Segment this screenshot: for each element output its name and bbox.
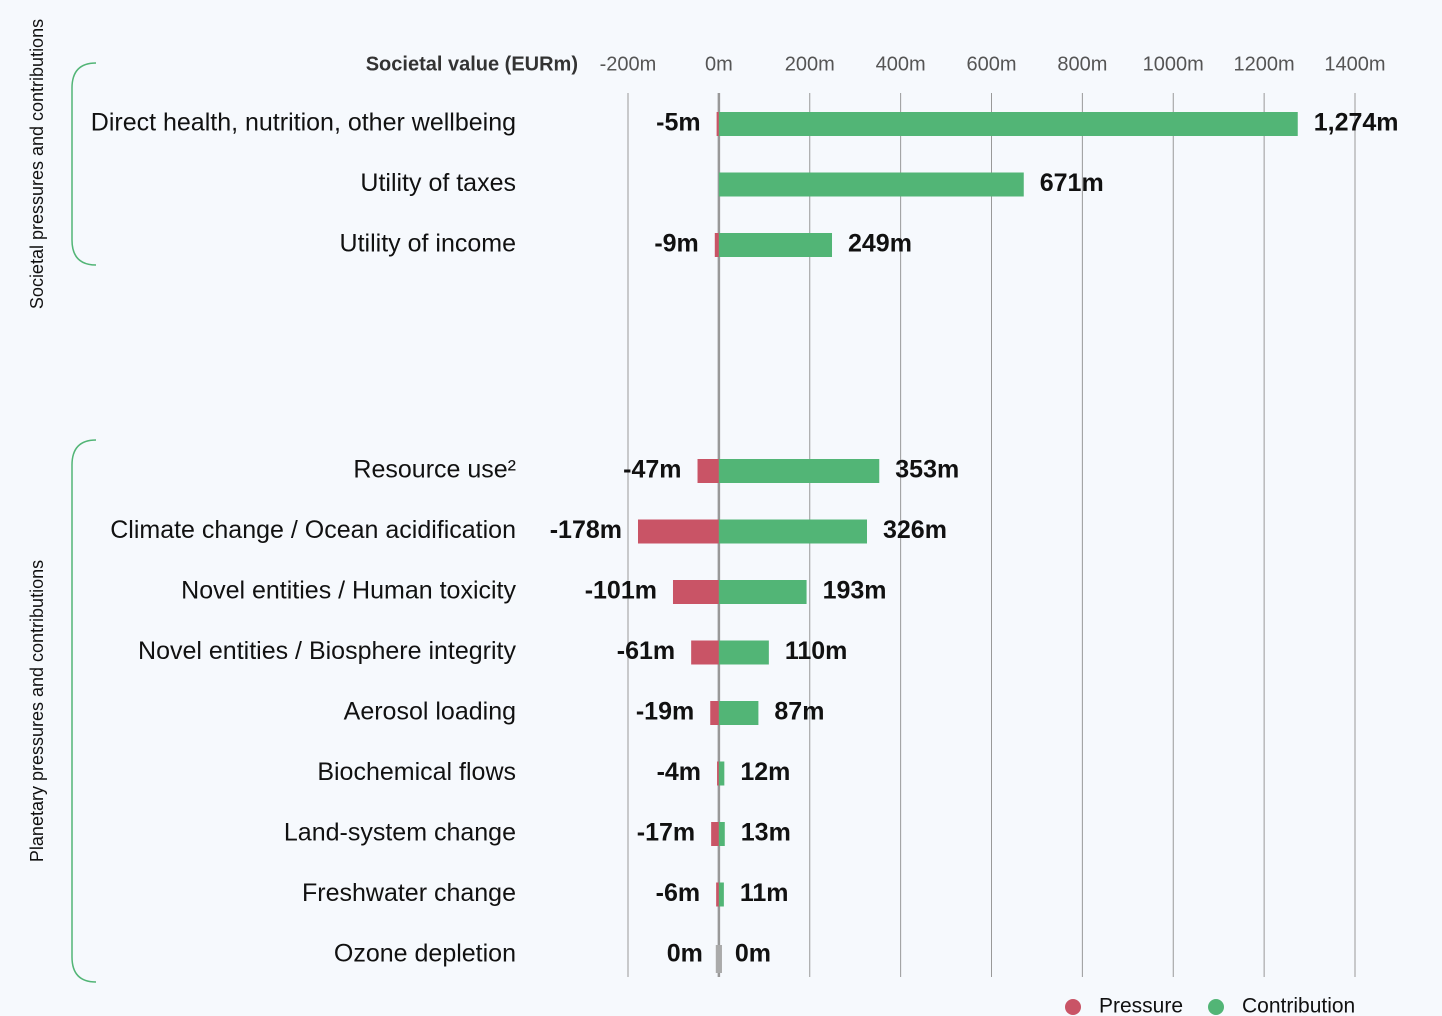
bar <box>691 640 719 665</box>
x-tick-label: 200m <box>785 53 835 75</box>
x-tick-label: 1200m <box>1234 53 1295 75</box>
bar <box>718 640 769 665</box>
category-label: Aerosol loading <box>344 698 516 726</box>
group-label: Planetary pressures and contributions <box>27 560 47 862</box>
category-label: Biochemical flows <box>317 758 516 786</box>
value-label: 193m <box>823 577 887 605</box>
value-label: 671m <box>1040 169 1104 197</box>
value-label: 11m <box>740 879 789 907</box>
category-label: Novel entities / Human toxicity <box>181 577 516 605</box>
value-label: 13m <box>741 819 791 847</box>
bar <box>718 459 880 483</box>
value-label: 110m <box>785 637 848 665</box>
x-tick-label: -200m <box>600 53 657 75</box>
bar <box>716 112 719 136</box>
value-label: 12m <box>740 758 790 786</box>
bar <box>718 112 1298 136</box>
value-label: -61m <box>617 637 675 665</box>
x-tick-label: 1400m <box>1324 53 1385 75</box>
x-tick-label: 600m <box>966 53 1016 75</box>
category-label: Utility of income <box>340 230 516 258</box>
bar <box>711 822 719 846</box>
category-label: Utility of taxes <box>360 169 516 197</box>
bar <box>715 945 722 973</box>
bar <box>718 172 1024 197</box>
value-label: 0m <box>735 940 771 968</box>
bar <box>718 882 724 907</box>
bar <box>718 822 725 846</box>
bar <box>716 882 719 907</box>
value-label: 249m <box>848 230 912 258</box>
value-label: -47m <box>623 456 681 484</box>
legend-label: Contribution <box>1242 995 1355 1016</box>
bar <box>717 761 719 786</box>
value-label: 326m <box>883 516 947 544</box>
category-label: Direct health, nutrition, other wellbein… <box>91 109 516 137</box>
value-label: -178m <box>550 516 622 544</box>
category-label: Ozone depletion <box>334 940 516 968</box>
bar <box>672 580 719 604</box>
bar <box>718 580 807 604</box>
x-tick-label: 800m <box>1057 53 1107 75</box>
x-tick-label: 1000m <box>1143 53 1204 75</box>
value-label: -19m <box>636 698 694 726</box>
value-label: 353m <box>895 456 959 484</box>
bar <box>718 233 833 257</box>
value-label: -101m <box>585 577 657 605</box>
category-label: Land-system change <box>284 819 516 847</box>
value-label: -6m <box>656 879 700 907</box>
category-label: Freshwater change <box>302 879 516 907</box>
bar <box>714 233 719 257</box>
x-tick-label: 0m <box>705 53 733 75</box>
value-label: 0m <box>667 940 703 968</box>
group-bracket <box>71 62 97 266</box>
value-label: -5m <box>656 109 700 137</box>
category-label: Resource use² <box>353 456 516 484</box>
bar <box>718 519 868 544</box>
category-label: Climate change / Ocean acidification <box>110 516 516 544</box>
value-label: -17m <box>637 819 695 847</box>
bar <box>637 519 719 544</box>
bar <box>697 459 719 483</box>
legend-label: Pressure <box>1099 995 1183 1016</box>
legend-swatch <box>1065 999 1081 1015</box>
group-label: Societal pressures and contributions <box>27 19 47 309</box>
value-label: -9m <box>654 230 698 258</box>
value-label: -4m <box>657 758 701 786</box>
category-label: Novel entities / Biosphere integrity <box>138 637 516 665</box>
value-label: 87m <box>774 698 824 726</box>
x-axis-title: Societal value (EURm) <box>366 53 578 75</box>
x-tick-label: 400m <box>876 53 926 75</box>
value-label: 1,274m <box>1314 109 1399 137</box>
legend-swatch <box>1208 999 1224 1015</box>
bar <box>718 701 759 725</box>
bar <box>710 701 719 725</box>
bar <box>718 761 725 786</box>
group-bracket <box>71 439 97 983</box>
